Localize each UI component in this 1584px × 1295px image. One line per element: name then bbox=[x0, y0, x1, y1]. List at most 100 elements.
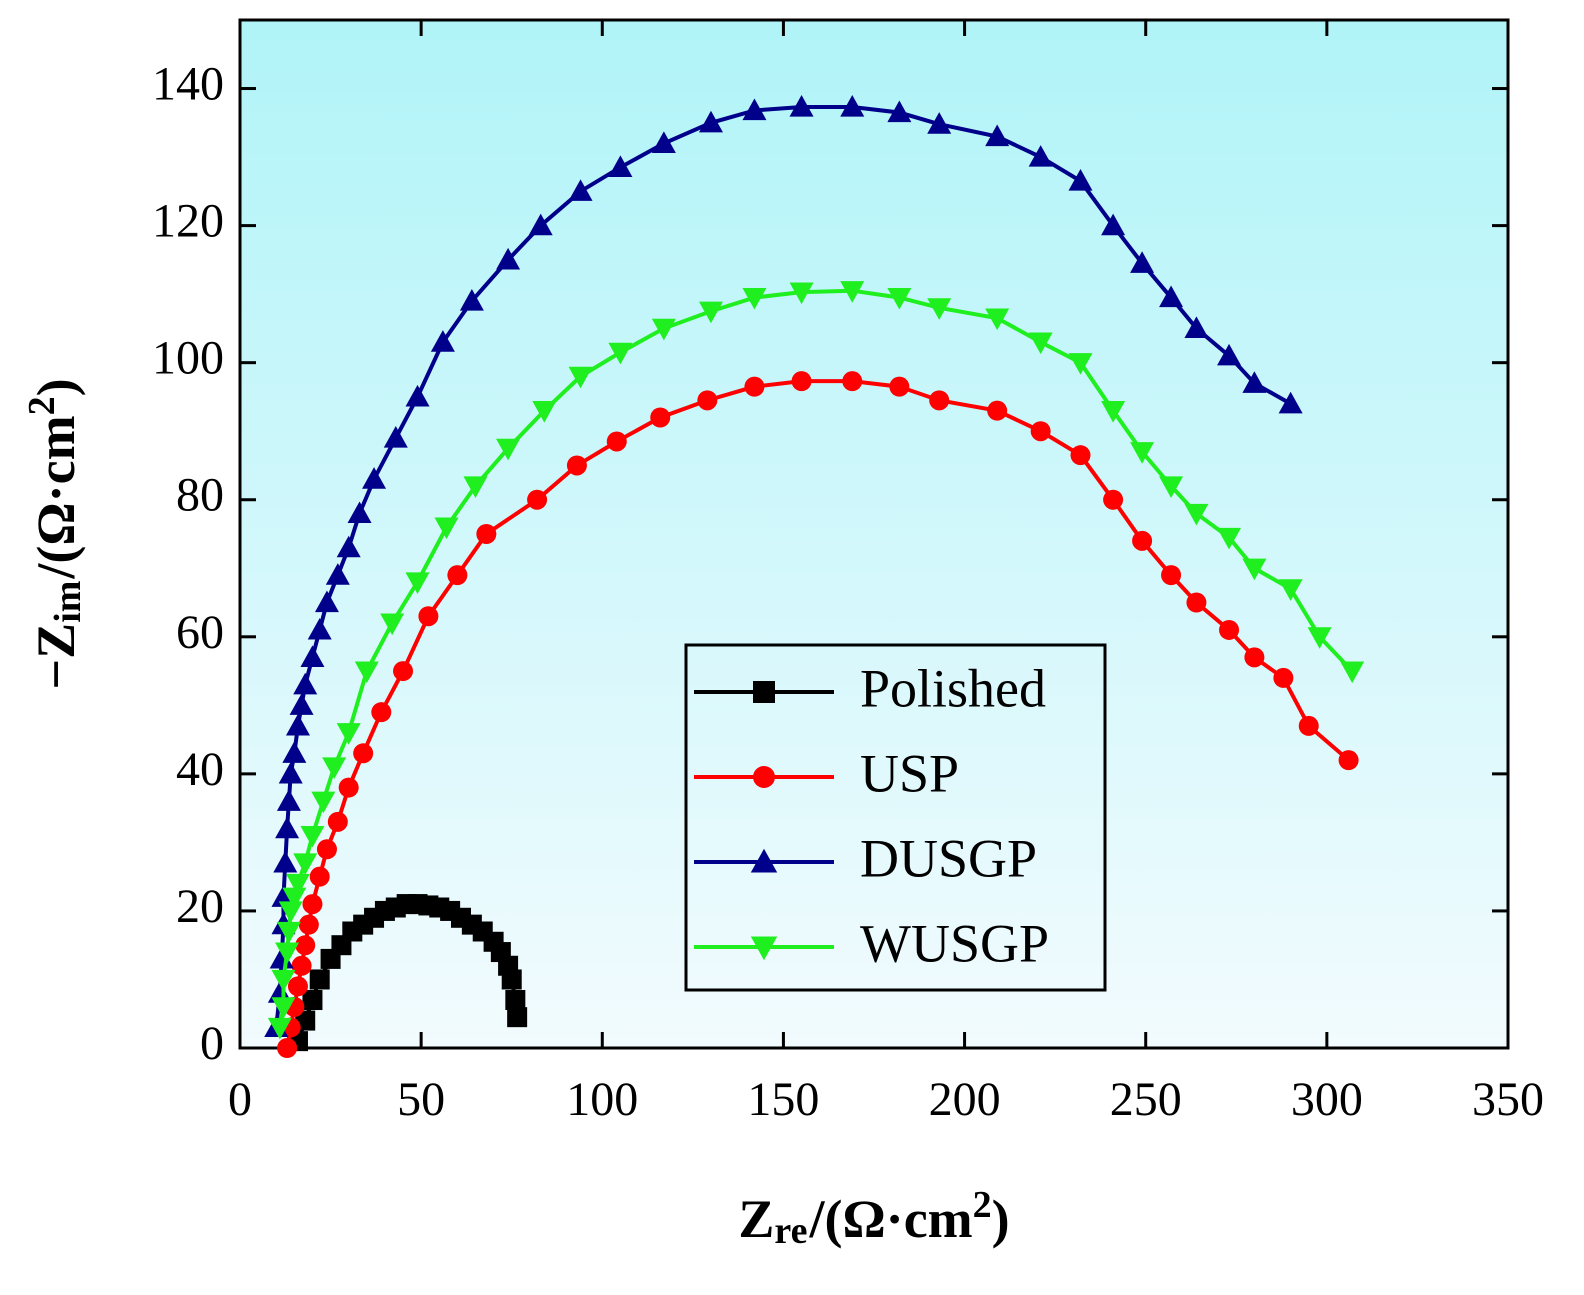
marker bbox=[307, 617, 332, 640]
x-tick-label: 250 bbox=[1110, 1073, 1182, 1126]
marker bbox=[434, 517, 459, 540]
marker bbox=[271, 997, 296, 1019]
marker bbox=[459, 288, 484, 311]
marker bbox=[311, 791, 336, 814]
ylabel: −Zim/(Ω·cm2) bbox=[21, 378, 90, 689]
plot-frame bbox=[238, 18, 1510, 1050]
marker bbox=[371, 702, 392, 723]
ylabel-part: /(Ω·cm bbox=[26, 415, 86, 579]
marker bbox=[285, 873, 310, 896]
marker bbox=[322, 757, 347, 780]
marker bbox=[285, 713, 310, 736]
marker bbox=[1068, 353, 1093, 375]
marker bbox=[1028, 145, 1053, 167]
marker bbox=[327, 811, 348, 832]
marker bbox=[325, 563, 350, 585]
marker bbox=[1028, 332, 1053, 355]
marker bbox=[750, 936, 778, 961]
marker bbox=[650, 407, 671, 428]
marker bbox=[338, 777, 359, 798]
marker bbox=[889, 376, 910, 397]
marker bbox=[840, 281, 865, 303]
marker bbox=[293, 672, 318, 695]
ylabel-part: 2 bbox=[21, 396, 63, 415]
marker bbox=[298, 914, 319, 935]
marker bbox=[353, 743, 374, 764]
marker bbox=[840, 95, 865, 117]
marker bbox=[1186, 592, 1207, 613]
x-tick-label: 150 bbox=[747, 1073, 819, 1126]
marker bbox=[985, 308, 1010, 331]
y-tick-label: 80 bbox=[176, 469, 224, 522]
ylabel-part: −Z bbox=[26, 623, 86, 690]
marker bbox=[1298, 715, 1319, 736]
marker bbox=[1242, 371, 1267, 393]
marker bbox=[1217, 527, 1242, 550]
legend-label: DUSGP bbox=[860, 828, 1037, 888]
y-tick-label: 60 bbox=[176, 606, 224, 659]
marker bbox=[289, 693, 314, 715]
marker bbox=[463, 476, 488, 499]
y-tick-label: 40 bbox=[176, 743, 224, 796]
marker bbox=[278, 901, 303, 923]
x-tick-label: 50 bbox=[397, 1073, 445, 1126]
marker bbox=[267, 1017, 292, 1040]
marker bbox=[698, 110, 723, 133]
marker bbox=[309, 866, 330, 887]
marker bbox=[1101, 401, 1126, 423]
marker bbox=[1338, 750, 1359, 771]
marker bbox=[887, 287, 912, 310]
marker bbox=[300, 825, 325, 848]
plot-area bbox=[240, 20, 1508, 1048]
x-tick-label: 350 bbox=[1472, 1073, 1544, 1126]
marker bbox=[300, 645, 325, 667]
ylabel-part: ) bbox=[26, 378, 86, 396]
marker bbox=[362, 467, 387, 489]
marker bbox=[1159, 285, 1184, 308]
marker bbox=[927, 298, 952, 320]
marker bbox=[608, 342, 633, 365]
x-tick-label: 300 bbox=[1291, 1073, 1363, 1126]
x-tick-label: 200 bbox=[929, 1073, 1001, 1126]
marker bbox=[1030, 421, 1051, 442]
marker bbox=[496, 438, 521, 461]
marker bbox=[418, 606, 439, 627]
marker bbox=[287, 976, 308, 997]
y-tick-label: 0 bbox=[200, 1017, 224, 1070]
marker bbox=[1340, 661, 1365, 684]
marker bbox=[887, 100, 912, 123]
marker bbox=[698, 301, 723, 324]
marker bbox=[336, 723, 361, 745]
marker bbox=[1068, 169, 1093, 191]
marker bbox=[393, 661, 414, 682]
marker bbox=[568, 179, 593, 201]
marker bbox=[1130, 442, 1155, 464]
legend-label: USP bbox=[860, 743, 959, 803]
marker bbox=[566, 455, 587, 476]
xlabel-part: ) bbox=[992, 1189, 1010, 1249]
marker bbox=[277, 1038, 298, 1058]
marker bbox=[1070, 445, 1091, 466]
marker bbox=[405, 384, 430, 407]
marker bbox=[271, 969, 296, 992]
marker bbox=[505, 990, 526, 1011]
xlabel: Zre/(Ω·cm2) bbox=[738, 1184, 1009, 1253]
marker bbox=[750, 848, 778, 873]
xlabel-part: Z bbox=[738, 1189, 774, 1249]
marker bbox=[697, 390, 718, 411]
marker bbox=[347, 501, 372, 524]
marker bbox=[507, 1007, 528, 1028]
legend-box bbox=[684, 643, 1107, 992]
marker bbox=[1244, 647, 1265, 668]
marker bbox=[1219, 619, 1240, 640]
marker bbox=[309, 969, 330, 990]
marker bbox=[295, 935, 316, 956]
marker bbox=[476, 524, 497, 544]
marker bbox=[568, 366, 593, 389]
marker bbox=[789, 95, 814, 117]
marker bbox=[302, 990, 323, 1011]
marker bbox=[1132, 530, 1153, 551]
xlabel-part: /(Ω·cm bbox=[808, 1189, 972, 1249]
marker bbox=[1184, 503, 1209, 526]
